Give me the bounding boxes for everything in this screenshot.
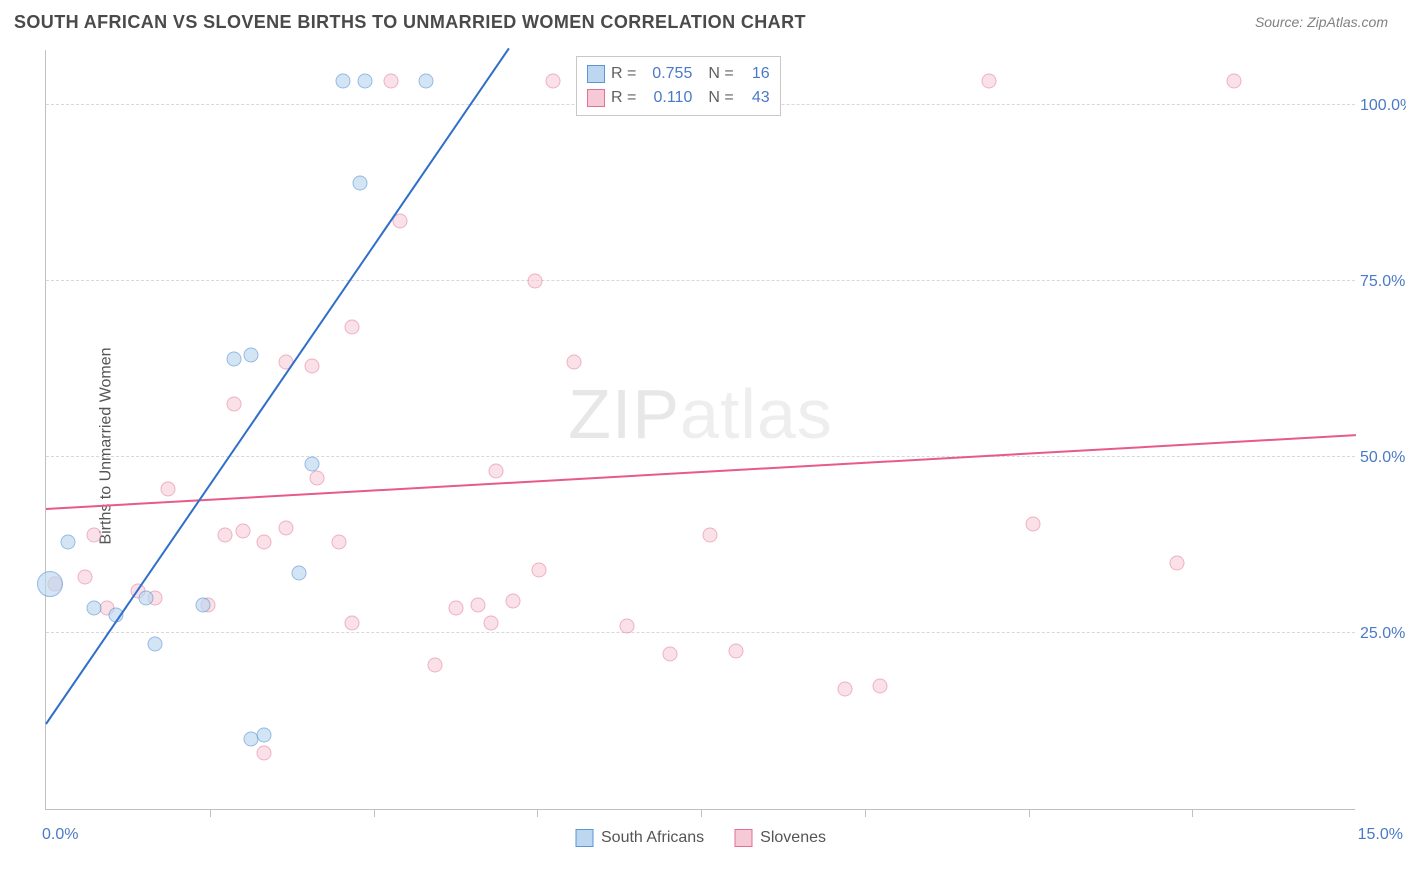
x-tick — [210, 809, 211, 817]
data-point-slovene — [344, 319, 359, 334]
data-point-south-african — [335, 73, 350, 88]
legend-n-label: N = — [708, 89, 733, 107]
data-point-slovene — [226, 397, 241, 412]
data-point-slovene — [449, 601, 464, 616]
x-tick — [1192, 809, 1193, 817]
data-point-slovene — [488, 464, 503, 479]
data-point-slovene — [506, 594, 521, 609]
legend-swatch — [587, 65, 605, 83]
data-point-south-african — [87, 601, 102, 616]
legend-r-label: R = — [611, 89, 636, 107]
gridline-h — [46, 280, 1355, 281]
data-point-slovene — [78, 569, 93, 584]
legend-series-label: Slovenes — [760, 829, 826, 847]
data-point-south-african — [37, 571, 63, 597]
x-tick — [865, 809, 866, 817]
data-point-south-african — [418, 73, 433, 88]
legend-n-value: 43 — [740, 89, 770, 107]
legend-stats-row: R = 0.755 N = 16 — [587, 62, 770, 86]
data-point-slovene — [257, 745, 272, 760]
data-point-slovene — [427, 657, 442, 672]
legend-n-value: 16 — [740, 65, 770, 83]
legend-swatch — [587, 89, 605, 107]
legend-swatch — [575, 829, 593, 847]
chart-plot-area: ZIPatlas 25.0%50.0%75.0%100.0%0.0%15.0%R… — [45, 50, 1355, 810]
data-point-south-african — [292, 566, 307, 581]
data-point-slovene — [528, 274, 543, 289]
chart-source: Source: ZipAtlas.com — [1255, 14, 1388, 30]
x-tick — [1029, 809, 1030, 817]
data-point-slovene — [235, 524, 250, 539]
data-point-south-african — [148, 636, 163, 651]
y-tick-label: 50.0% — [1360, 449, 1406, 467]
data-point-south-african — [305, 457, 320, 472]
x-tick — [537, 809, 538, 817]
legend-stats-row: R = 0.110 N = 43 — [587, 86, 770, 110]
data-point-slovene — [728, 643, 743, 658]
data-point-slovene — [1025, 517, 1040, 532]
data-point-slovene — [663, 647, 678, 662]
gridline-h — [46, 632, 1355, 633]
data-point-slovene — [305, 358, 320, 373]
data-point-slovene — [873, 678, 888, 693]
data-point-slovene — [344, 615, 359, 630]
data-point-slovene — [1169, 555, 1184, 570]
data-point-slovene — [471, 597, 486, 612]
data-point-south-african — [196, 597, 211, 612]
data-point-slovene — [218, 527, 233, 542]
watermark-light: atlas — [680, 375, 833, 453]
data-point-slovene — [383, 73, 398, 88]
data-point-slovene — [702, 527, 717, 542]
x-tick — [374, 809, 375, 817]
data-point-south-african — [353, 175, 368, 190]
data-point-slovene — [279, 520, 294, 535]
data-point-slovene — [532, 562, 547, 577]
data-point-slovene — [838, 682, 853, 697]
data-point-slovene — [1226, 73, 1241, 88]
watermark-bold: ZIP — [568, 375, 680, 453]
data-point-south-african — [244, 348, 259, 363]
y-tick-label: 25.0% — [1360, 625, 1406, 643]
legend-stats: R = 0.755 N = 16 R = 0.110 N = 43 — [576, 56, 781, 116]
data-point-slovene — [545, 73, 560, 88]
legend-series-label: South Africans — [601, 829, 704, 847]
legend-r-label: R = — [611, 65, 636, 83]
x-tick — [701, 809, 702, 817]
legend-n-label: N = — [708, 65, 733, 83]
data-point-south-african — [139, 590, 154, 605]
data-point-slovene — [982, 73, 997, 88]
data-point-slovene — [619, 619, 634, 634]
data-point-south-african — [257, 728, 272, 743]
legend-series-item: Slovenes — [734, 829, 826, 847]
data-point-south-african — [226, 351, 241, 366]
data-point-slovene — [309, 471, 324, 486]
legend-swatch — [734, 829, 752, 847]
gridline-h — [46, 456, 1355, 457]
y-tick-label: 100.0% — [1360, 97, 1406, 115]
x-tick-label-left: 0.0% — [42, 826, 78, 844]
data-point-south-african — [60, 534, 75, 549]
x-tick-label-right: 15.0% — [1358, 826, 1403, 844]
data-point-slovene — [484, 615, 499, 630]
legend-series-item: South Africans — [575, 829, 704, 847]
legend-series: South Africans Slovenes — [575, 829, 826, 847]
legend-r-value: 0.110 — [642, 89, 692, 107]
data-point-south-african — [357, 73, 372, 88]
data-point-slovene — [567, 355, 582, 370]
data-point-slovene — [331, 534, 346, 549]
data-point-slovene — [161, 481, 176, 496]
y-tick-label: 75.0% — [1360, 273, 1406, 291]
watermark: ZIPatlas — [568, 374, 833, 454]
trend-line — [46, 434, 1356, 510]
data-point-slovene — [87, 527, 102, 542]
chart-title: SOUTH AFRICAN VS SLOVENE BIRTHS TO UNMAR… — [14, 12, 806, 33]
trend-line — [45, 47, 510, 724]
legend-r-value: 0.755 — [642, 65, 692, 83]
data-point-slovene — [257, 534, 272, 549]
